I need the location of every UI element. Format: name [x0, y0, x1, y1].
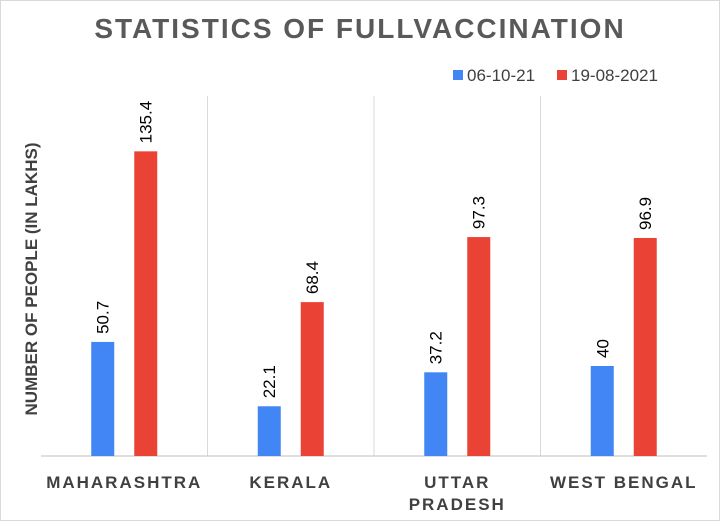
legend-swatch: [557, 70, 567, 80]
bar-series2-0: [134, 151, 158, 456]
legend: 06-10-21 19-08-2021: [453, 66, 658, 85]
category-label: PRADESH: [409, 495, 506, 514]
plot-area: 50.7 135.4 MAHARASHTRA 22.1 68.4 KERALA 37.2 97…: [41, 96, 707, 514]
data-label: 40: [593, 339, 612, 358]
category-label: KERALA: [249, 473, 332, 492]
bar-series1-1: [257, 406, 281, 456]
data-label: 22.1: [260, 365, 279, 398]
legend-swatch: [453, 70, 463, 80]
legend-label: 19-08-2021: [571, 66, 658, 85]
category-label: MAHARASHTRA: [46, 473, 202, 492]
data-label: 50.7: [94, 301, 113, 334]
bar-series2-3: [633, 237, 657, 456]
legend-label: 06-10-21: [467, 66, 535, 85]
y-axis-label: NUMBER OF PEOPLE (IN LAKHS): [22, 143, 41, 416]
data-label: 37.2: [427, 331, 446, 364]
bar-series2-2: [467, 237, 491, 456]
data-label: 96.9: [636, 197, 655, 230]
category-label: UTTAR: [424, 473, 490, 492]
chart-title: STATISTICS OF FULLVACCINATION: [94, 13, 625, 44]
bar-series1-2: [424, 372, 448, 456]
bar-series1-3: [590, 366, 614, 456]
bar-series1-0: [91, 341, 115, 456]
bar-series2-1: [300, 302, 324, 456]
data-label: 68.4: [303, 261, 322, 294]
data-label: 135.4: [137, 101, 156, 144]
category-label: WEST BENGAL: [550, 473, 698, 492]
data-label: 97.3: [470, 196, 489, 229]
